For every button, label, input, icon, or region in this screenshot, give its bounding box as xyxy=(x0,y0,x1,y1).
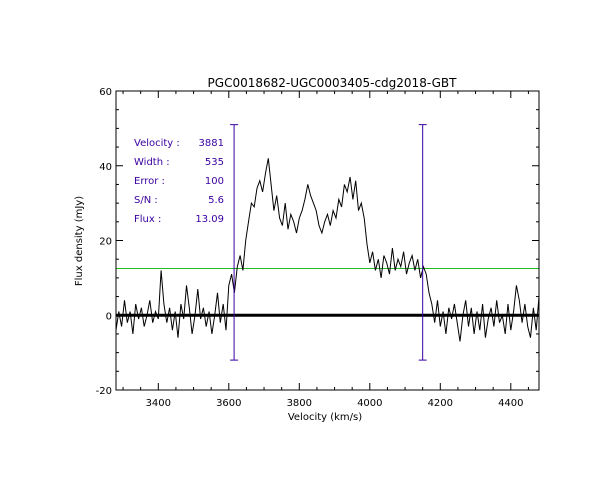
chart-title: PGC0018682-UGC0003405-cdg2018-GBT xyxy=(208,76,458,90)
y-tick-label: 40 xyxy=(99,162,112,173)
y-tick-label: -20 xyxy=(96,386,112,397)
info-value: 535 xyxy=(205,157,224,168)
x-tick-label: 4200 xyxy=(428,398,453,409)
y-tick-label: 60 xyxy=(99,87,112,98)
x-tick-label: 3600 xyxy=(216,398,241,409)
info-label: Width : xyxy=(134,157,170,168)
spectrum-line xyxy=(115,158,540,342)
x-tick-label: 3800 xyxy=(287,398,312,409)
info-value: 3881 xyxy=(199,138,224,149)
info-box: Velocity : 3881 Width : 535 Error : 100 S/N : 5… xyxy=(134,138,224,225)
info-value: 100 xyxy=(205,176,224,187)
info-value: 5.6 xyxy=(208,195,224,206)
info-label: Velocity : xyxy=(134,138,180,149)
plot-marks: 3400 3600 3800 4000 4200 4400 -20 0 20 40 60 xyxy=(96,87,540,409)
x-axis-title: Velocity (km/s) xyxy=(288,412,362,423)
x-tick-label: 3400 xyxy=(146,398,171,409)
y-tick-label: 20 xyxy=(99,237,112,248)
info-label: Error : xyxy=(134,176,165,187)
plot-frame xyxy=(115,90,540,391)
info-label: S/N : xyxy=(134,195,158,206)
y-axis-title: Flux density (mJy) xyxy=(74,196,85,286)
x-tick-label: 4400 xyxy=(498,398,523,409)
info-label: Flux : xyxy=(134,214,161,225)
x-tick-label: 4000 xyxy=(357,398,382,409)
y-tick-label: 0 xyxy=(106,311,112,322)
info-value: 13.09 xyxy=(195,214,224,225)
